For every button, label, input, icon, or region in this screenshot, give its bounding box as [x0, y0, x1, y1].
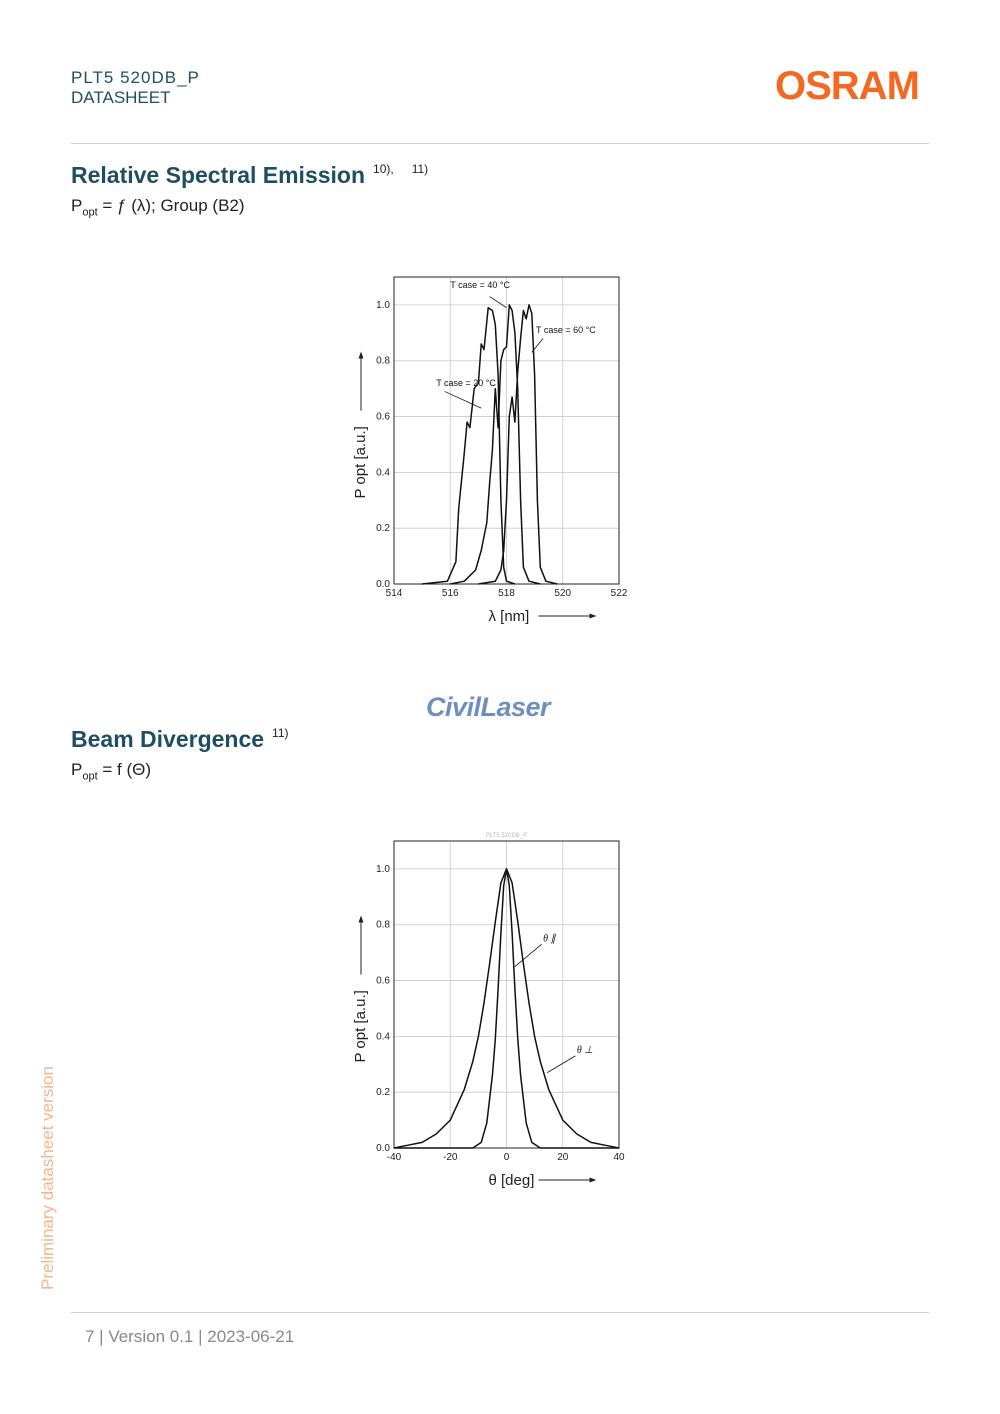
- footnote-ref: 11): [272, 726, 289, 740]
- header-divider: [71, 143, 929, 144]
- series-label: T case = 20 °C: [436, 378, 496, 388]
- y-tick-label: 0.0: [376, 1143, 390, 1154]
- spectral-emission-chart: 514 516 518 520 522 0.0 0.2 0.4 0.6 0.8 1.0 λ [nm] P…: [352, 276, 628, 625]
- section-title-text: Relative Spectral Emission: [71, 162, 366, 188]
- series-line: [478, 304, 558, 585]
- section-title-beam: Beam Divergence 11): [71, 726, 289, 753]
- formula-symbol: P: [71, 760, 83, 779]
- series-leader-line: [444, 391, 482, 409]
- series-line: [450, 304, 541, 585]
- beam-divergence-chart: -40 -20 0 20 40 0.0 0.2 0.4 0.6 0.8 1.0 θ [deg] P op…: [352, 833, 625, 1189]
- x-tick-label: 0: [504, 1152, 510, 1163]
- y-tick-label: 1.0: [376, 864, 390, 875]
- x-tick-label: 514: [386, 588, 403, 599]
- y-tick-label: 0.4: [376, 467, 390, 478]
- osram-logo: OSRAM: [775, 64, 920, 108]
- series-label: T case = 40 °C: [450, 280, 510, 290]
- formula-symbol: P: [71, 196, 83, 215]
- series-label: T case = 60 °C: [536, 325, 596, 335]
- product-title: PLT5 520DB_P: [71, 68, 200, 87]
- y-tick-label: 0.6: [376, 412, 390, 423]
- chart-title: PLT5 520DB_P: [486, 833, 527, 839]
- x-axis-arrowhead: [589, 1177, 597, 1183]
- y-tick-label: 0.8: [376, 356, 390, 367]
- y-tick-label: 0.4: [376, 1031, 390, 1042]
- series-label: θ ⊥: [577, 1045, 593, 1056]
- footer-text: 7 | Version 0.1 | 2023-06-21: [85, 1327, 295, 1346]
- x-tick-label: 516: [442, 588, 459, 599]
- y-axis-arrowhead: [358, 351, 364, 359]
- section-title-spectral: Relative Spectral Emission 10), 11): [71, 162, 428, 189]
- plot-frame: [393, 276, 620, 585]
- x-tick-label: 40: [613, 1152, 625, 1163]
- series-leader-line: [531, 338, 544, 353]
- y-tick-label: 1.0: [376, 300, 390, 311]
- x-axis-label: θ [deg]: [489, 1172, 535, 1189]
- y-axis-label: P opt [a.u.]: [352, 990, 369, 1062]
- y-axis-label: P opt [a.u.]: [352, 426, 369, 498]
- x-tick-label: 522: [611, 588, 628, 599]
- footnote-ref: 11): [411, 162, 429, 176]
- series-label: θ ∥: [543, 933, 556, 944]
- series-leader-line: [489, 296, 507, 309]
- x-axis-arrowhead: [589, 613, 597, 619]
- y-tick-label: 0.6: [376, 976, 390, 987]
- x-tick-label: 20: [557, 1152, 569, 1163]
- formula-text: = f (Θ): [97, 760, 152, 779]
- x-tick-label: 520: [554, 588, 571, 599]
- y-tick-label: 0.2: [376, 523, 390, 534]
- y-tick-label: 0.2: [376, 1087, 390, 1098]
- series-leader-line: [547, 1055, 576, 1073]
- formula-subscript: opt: [82, 770, 98, 783]
- series-line: [393, 868, 620, 1149]
- section-title-text: Beam Divergence: [71, 726, 265, 752]
- y-tick-label: 0.0: [376, 579, 390, 590]
- side-note: Preliminary datasheet version: [38, 1066, 57, 1290]
- formula-spectral: Popt = ƒ (λ); Group (B2): [71, 196, 245, 218]
- x-tick-label: -20: [443, 1152, 458, 1163]
- formula-text: = ƒ (λ); Group (B2): [97, 196, 245, 215]
- series-leader-line: [514, 943, 542, 967]
- footnote-ref: 10),: [373, 162, 394, 176]
- x-axis-label: λ [nm]: [489, 608, 530, 625]
- plot-frame: [393, 840, 620, 1149]
- formula-beam: Popt = f (Θ): [71, 760, 151, 782]
- formula-subscript: opt: [82, 206, 98, 219]
- footer-divider: [71, 1312, 929, 1313]
- y-axis-arrowhead: [358, 915, 364, 923]
- series-line: [422, 306, 516, 585]
- document-type: DATASHEET: [71, 88, 171, 107]
- watermark-logo: CivilLaser: [426, 692, 551, 722]
- x-tick-label: 518: [498, 588, 515, 599]
- x-tick-label: -40: [387, 1152, 402, 1163]
- y-tick-label: 0.8: [376, 920, 390, 931]
